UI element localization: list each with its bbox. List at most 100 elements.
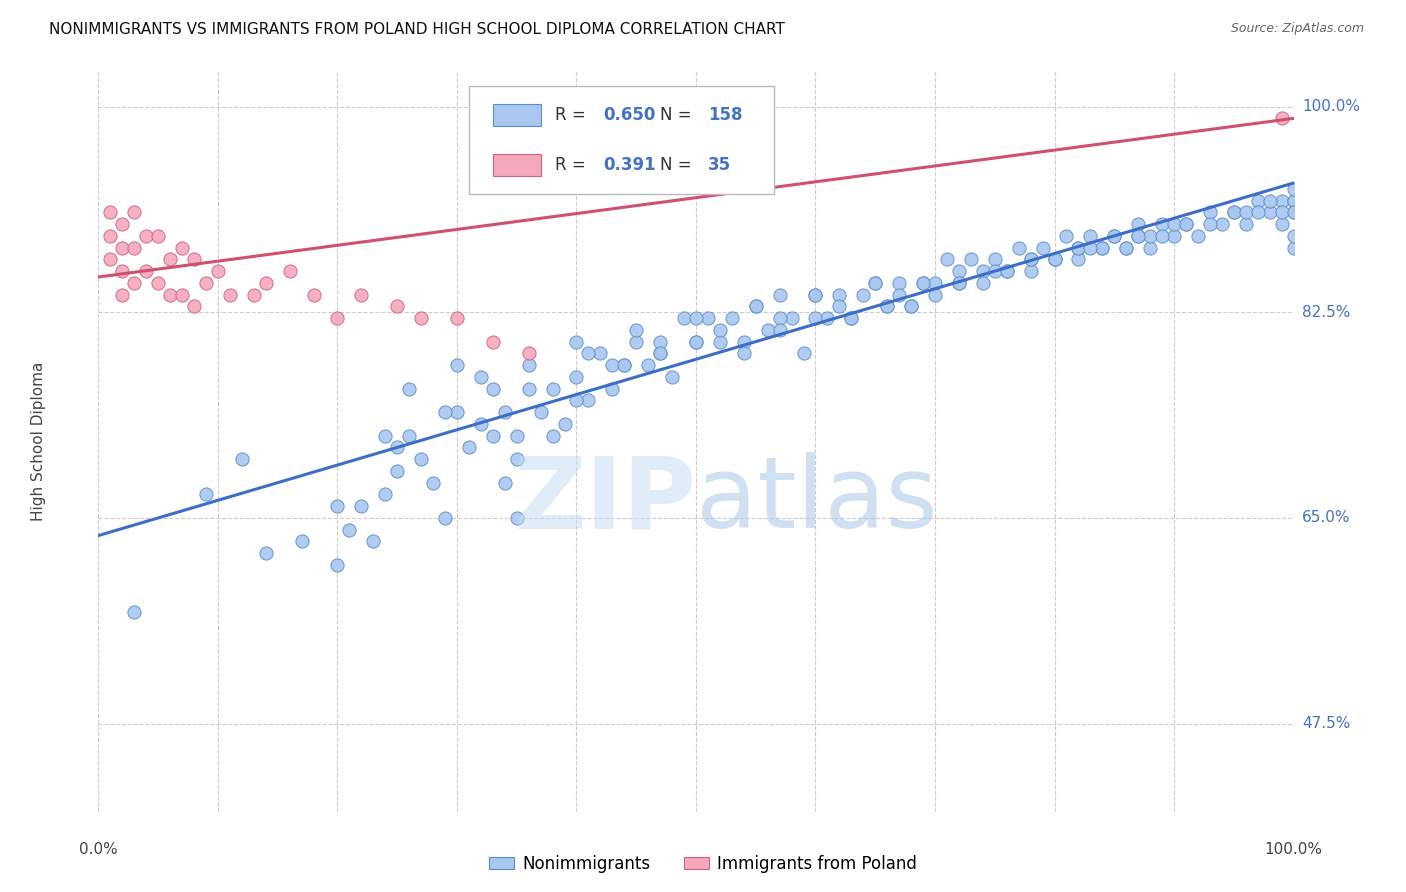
Point bbox=[1091, 241, 1114, 255]
Point bbox=[159, 287, 181, 301]
Point bbox=[900, 299, 922, 313]
Point bbox=[385, 464, 409, 478]
Point bbox=[326, 558, 349, 572]
Point bbox=[1175, 217, 1198, 231]
FancyBboxPatch shape bbox=[494, 103, 541, 126]
Point bbox=[1258, 194, 1281, 208]
Point bbox=[948, 276, 970, 290]
Point bbox=[1067, 252, 1090, 267]
Point bbox=[900, 299, 922, 313]
Point bbox=[111, 217, 134, 231]
Point bbox=[995, 264, 1018, 278]
Point bbox=[602, 358, 624, 372]
Point bbox=[1258, 205, 1281, 219]
Point bbox=[554, 417, 576, 431]
Point bbox=[648, 334, 672, 349]
Point bbox=[1271, 112, 1294, 126]
Point bbox=[470, 417, 492, 431]
Point bbox=[1234, 217, 1257, 231]
Point bbox=[756, 323, 779, 337]
Point bbox=[302, 287, 325, 301]
Point bbox=[350, 499, 373, 513]
Point bbox=[1163, 228, 1185, 243]
Point bbox=[1043, 252, 1066, 267]
Point bbox=[363, 534, 385, 549]
Point bbox=[661, 370, 683, 384]
Point bbox=[768, 311, 790, 326]
Point bbox=[578, 393, 600, 408]
Point bbox=[326, 311, 349, 326]
Text: 82.5%: 82.5% bbox=[1302, 305, 1350, 319]
Point bbox=[434, 511, 457, 525]
Point bbox=[1199, 205, 1222, 219]
Point bbox=[374, 428, 396, 442]
Point bbox=[1008, 241, 1031, 255]
Point bbox=[470, 370, 492, 384]
Point bbox=[828, 299, 851, 313]
Point bbox=[458, 441, 481, 455]
Point bbox=[159, 252, 181, 267]
Point bbox=[148, 228, 170, 243]
Point bbox=[578, 346, 600, 360]
Point bbox=[195, 276, 218, 290]
Point bbox=[481, 334, 505, 349]
Point bbox=[709, 323, 731, 337]
Point bbox=[911, 276, 934, 290]
Point bbox=[637, 358, 659, 372]
Point bbox=[494, 475, 516, 490]
Point bbox=[1247, 205, 1270, 219]
Point bbox=[1271, 205, 1294, 219]
Point bbox=[506, 452, 529, 467]
Point bbox=[541, 428, 564, 442]
Point bbox=[111, 287, 134, 301]
Text: 158: 158 bbox=[709, 106, 742, 124]
Point bbox=[804, 311, 827, 326]
Point bbox=[1199, 217, 1222, 231]
Point bbox=[1091, 241, 1114, 255]
Point bbox=[506, 511, 529, 525]
Point bbox=[889, 287, 911, 301]
Point bbox=[936, 252, 959, 267]
Point bbox=[804, 287, 827, 301]
FancyBboxPatch shape bbox=[470, 87, 773, 194]
Point bbox=[350, 287, 373, 301]
Point bbox=[183, 252, 205, 267]
Text: 47.5%: 47.5% bbox=[1302, 716, 1350, 731]
Point bbox=[948, 276, 970, 290]
Point bbox=[446, 311, 468, 326]
Point bbox=[865, 276, 887, 290]
Point bbox=[135, 228, 157, 243]
Point bbox=[648, 346, 672, 360]
Point bbox=[1080, 228, 1102, 243]
Point bbox=[697, 311, 720, 326]
Point bbox=[1080, 241, 1102, 255]
Point bbox=[984, 252, 1007, 267]
Point bbox=[446, 358, 468, 372]
Point bbox=[613, 358, 636, 372]
Point bbox=[398, 382, 420, 396]
Point bbox=[385, 299, 409, 313]
Point bbox=[172, 287, 194, 301]
Point bbox=[422, 475, 444, 490]
Point bbox=[1271, 194, 1294, 208]
Point bbox=[111, 264, 134, 278]
Point bbox=[685, 334, 707, 349]
Point bbox=[1139, 241, 1161, 255]
Point bbox=[411, 452, 433, 467]
Text: 35: 35 bbox=[709, 156, 731, 174]
Point bbox=[398, 428, 420, 442]
Point bbox=[1282, 194, 1305, 208]
Point bbox=[541, 382, 564, 396]
Point bbox=[876, 299, 898, 313]
Point bbox=[517, 382, 540, 396]
Point bbox=[685, 334, 707, 349]
Point bbox=[481, 382, 505, 396]
Point bbox=[517, 346, 540, 360]
Point bbox=[889, 276, 911, 290]
Point bbox=[1115, 241, 1137, 255]
Point bbox=[219, 287, 242, 301]
Point bbox=[768, 323, 790, 337]
Point bbox=[1067, 241, 1090, 255]
Point bbox=[1128, 228, 1150, 243]
Point bbox=[733, 334, 755, 349]
